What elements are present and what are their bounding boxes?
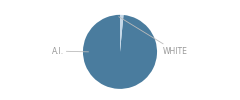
Text: A.I.: A.I. bbox=[52, 47, 89, 56]
Wedge shape bbox=[83, 15, 157, 89]
Text: WHITE: WHITE bbox=[119, 17, 187, 56]
Wedge shape bbox=[120, 15, 124, 52]
